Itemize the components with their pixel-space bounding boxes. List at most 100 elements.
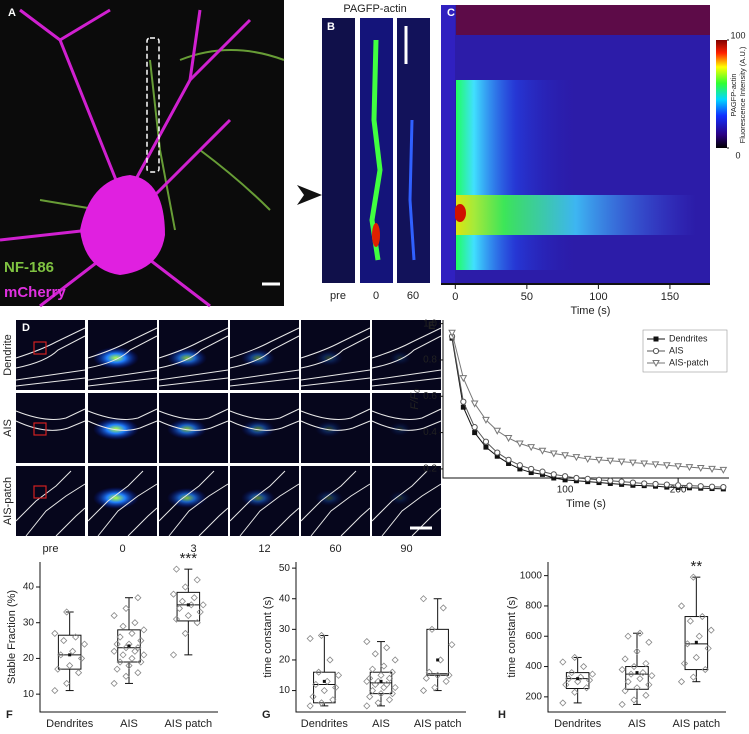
- data-point: [178, 597, 186, 605]
- data-point: [636, 629, 644, 637]
- panel-label: H: [498, 709, 506, 721]
- data-point: [577, 673, 585, 681]
- data-point: [309, 693, 317, 701]
- cell-outline: [371, 327, 442, 387]
- marker: [708, 465, 716, 473]
- data-point: [391, 683, 399, 692]
- panel-label: D: [22, 322, 30, 334]
- colorbar: [716, 40, 727, 148]
- panel-title: PAGFP-actin: [343, 3, 406, 15]
- marker: [652, 347, 660, 355]
- marker: [708, 483, 716, 490]
- data-point: [363, 638, 371, 646]
- marker: [663, 481, 670, 488]
- marker: [483, 444, 489, 450]
- data-point: [315, 668, 323, 676]
- panel-b: PAGFP-actin B pre 0 60: [322, 3, 430, 302]
- box: [426, 628, 449, 676]
- data-point: [172, 565, 181, 573]
- data-point: [312, 680, 320, 689]
- data-point: [320, 687, 328, 695]
- x-tick-label: AIS patch: [414, 718, 462, 730]
- nf186-signal: [39, 49, 285, 231]
- marker: [460, 398, 467, 405]
- x-axis-label: Time (s): [571, 305, 611, 317]
- data-point: [110, 679, 118, 687]
- data-point: [122, 604, 130, 612]
- marker: [573, 474, 580, 482]
- data-point: [128, 629, 136, 637]
- data-point: [140, 651, 148, 659]
- significance: ***: [180, 550, 198, 567]
- data-point: [169, 590, 178, 598]
- marker: [618, 478, 625, 485]
- data-point: [317, 631, 326, 640]
- data-point: [63, 679, 71, 687]
- mean: [322, 679, 326, 683]
- data-point: [63, 608, 71, 616]
- marker: [472, 430, 478, 436]
- data-point: [425, 668, 433, 676]
- data-point: [60, 637, 68, 645]
- marker: [550, 471, 557, 478]
- heatmap-image: [441, 5, 727, 283]
- column-label: 3: [190, 543, 196, 555]
- marker: [562, 477, 568, 483]
- stain-label: mCherry: [4, 284, 66, 301]
- data-point: [131, 647, 139, 655]
- marker: [607, 477, 614, 484]
- cell-outline: [15, 408, 86, 431]
- data-point: [69, 647, 77, 655]
- data-point: [125, 662, 133, 670]
- cell-outline: [229, 327, 300, 387]
- x-tick-label: AIS: [120, 718, 138, 730]
- data-point: [642, 691, 650, 699]
- data-point: [72, 633, 80, 641]
- marker: [583, 455, 592, 463]
- data-point: [131, 619, 139, 627]
- panel-label: A: [8, 7, 16, 19]
- marker: [652, 360, 660, 368]
- actin-signal: [93, 487, 139, 509]
- data-point: [371, 680, 379, 689]
- y-tick-label: 30: [23, 617, 35, 628]
- y-tick-label: 40: [279, 593, 291, 604]
- marker: [527, 444, 536, 452]
- x-tick-label: 100: [589, 291, 607, 303]
- data-point: [627, 670, 635, 678]
- marker: [482, 416, 490, 424]
- actin-signal: [315, 421, 343, 437]
- data-point: [383, 644, 391, 652]
- marker: [640, 460, 649, 468]
- y-tick-label: 800: [525, 601, 542, 612]
- data-point: [119, 651, 127, 659]
- y-tick-label: 10: [23, 689, 35, 700]
- colorbar-tick-label: 100: [730, 30, 745, 40]
- marker: [675, 482, 682, 489]
- data-point: [306, 702, 314, 710]
- frame-label: 60: [407, 290, 419, 302]
- mean: [379, 679, 383, 683]
- data-point: [636, 675, 644, 683]
- frame: [16, 466, 85, 536]
- actin-signal: [389, 491, 411, 505]
- data-point: [75, 669, 83, 677]
- data-point: [624, 632, 632, 640]
- actin-signal: [408, 119, 416, 261]
- data-point: [434, 671, 442, 679]
- data-point: [633, 647, 641, 655]
- data-point: [181, 629, 189, 637]
- data-point: [385, 696, 394, 704]
- y-tick-label: 0.6: [423, 391, 437, 402]
- data-point: [419, 595, 428, 603]
- marker: [460, 404, 466, 410]
- cell-outline: [158, 327, 229, 387]
- data-point: [172, 615, 181, 623]
- y-tick-label: 200: [525, 691, 542, 702]
- marker: [505, 456, 512, 463]
- data-point: [621, 655, 629, 663]
- actin-signal: [389, 422, 411, 436]
- y-axis-label: time constant (s): [262, 596, 274, 677]
- data-point: [388, 668, 396, 676]
